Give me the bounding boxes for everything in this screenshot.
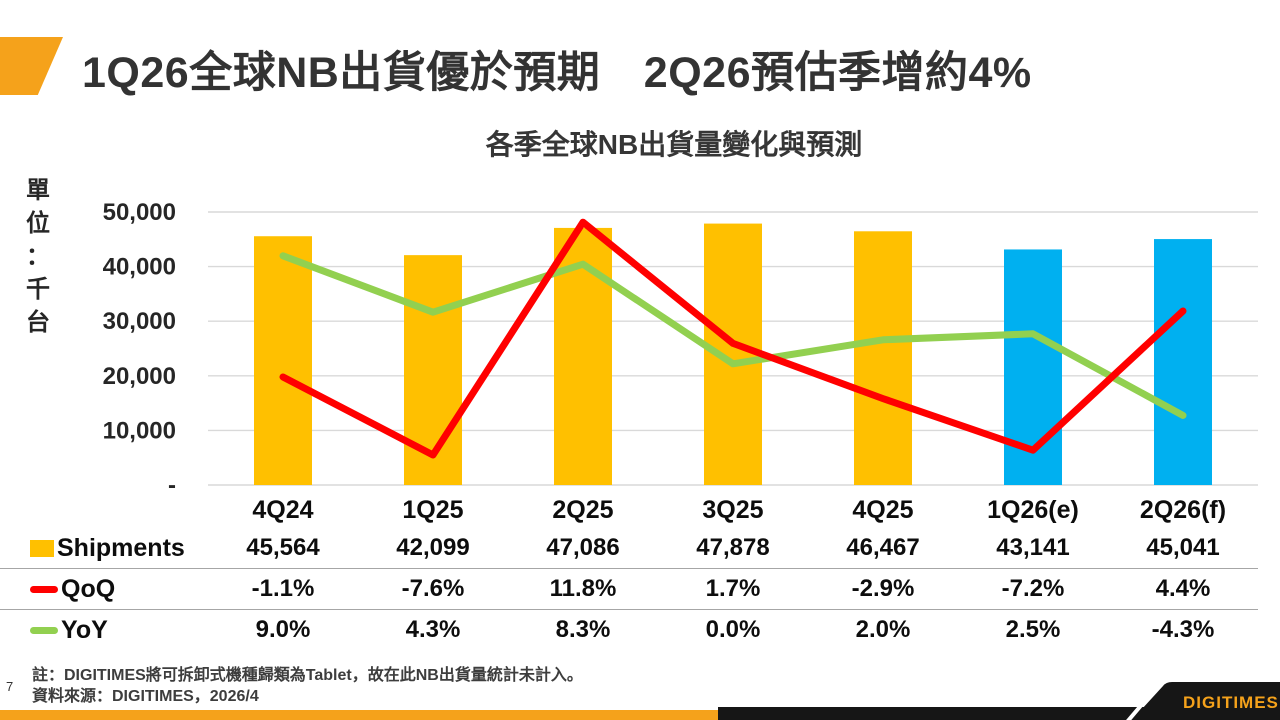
green-line-icon [30, 626, 58, 634]
cell-yoy-4Q24: 9.0% [255, 616, 311, 643]
table-row-yoy: YoY 9.0% 4.3% 8.3% 0.0% 2.0% 2.5% -4.3% [0, 609, 1258, 650]
x-label-3Q25: 3Q25 [702, 495, 764, 524]
logo-divider [1126, 681, 1162, 720]
cell-shipments-2Q26(f): 45,041 [1146, 534, 1220, 561]
legend-yoy: YoY [0, 616, 208, 645]
slide-title: 1Q26全球NB出貨優於預期 2Q26預估季增約4% [82, 49, 1032, 97]
bar-4Q25 [854, 231, 912, 485]
cell-yoy-1Q25: 4.3% [405, 616, 461, 643]
x-label-1Q25: 1Q25 [402, 495, 464, 524]
yoy-line [279, 252, 1187, 419]
cell-shipments-4Q25: 46,467 [846, 534, 920, 561]
data-table: 4Q24 1Q25 2Q25 3Q25 4Q25 1Q26(e) 2Q26(f) Shipme… [0, 492, 1258, 650]
page-number: 7 [6, 679, 14, 694]
logo-text: DIGITIMES [1183, 693, 1279, 712]
footnote-line2: 資料來源：DIGITIMES，2026/4 [32, 688, 259, 705]
cell-qoq-3Q25: 1.7% [705, 575, 761, 602]
legend-label: Shipments [57, 533, 185, 562]
bar-2Q26(f) [1154, 239, 1212, 485]
legend-shipments: Shipments [0, 534, 208, 563]
cell-yoy-4Q25: 2.0% [855, 616, 911, 643]
cell-qoq-2Q25: 11.8% [549, 575, 617, 602]
y-tick-40000: 40,000 [103, 254, 176, 281]
cell-yoy-2Q25: 8.3% [555, 616, 611, 643]
cell-shipments-4Q24: 45,564 [246, 534, 320, 561]
x-label-4Q24: 4Q24 [252, 495, 314, 524]
legend-label: YoY [61, 615, 108, 644]
cell-qoq-1Q26(e): -7.2% [1001, 575, 1065, 602]
table-row-shipments: Shipments 45,564 42,099 47,086 47,878 46,467 4… [0, 528, 1258, 568]
legend-label: QoQ [61, 574, 116, 603]
table-row-qoq: QoQ -1.1% -7.6% 11.8% 1.7% -2.9% -7.2% 4.4% [0, 568, 1258, 609]
cell-shipments-2Q25: 47,086 [546, 534, 620, 561]
footnotes: 註：DIGITIMES將可拆卸式機種歸類為Tablet，故在此NB出貨量統計未計… [32, 665, 583, 707]
red-line-icon [30, 585, 58, 593]
y-tick-10000: 10,000 [103, 417, 176, 444]
cell-shipments-1Q25: 42,099 [396, 534, 470, 561]
chart-title: 各季全球NB出貨量變化與預測 [485, 129, 863, 160]
legend-qoq: QoQ [0, 575, 208, 604]
x-label-2Q26(f): 2Q26(f) [1139, 495, 1227, 524]
bar-1Q26(e) [1004, 249, 1062, 485]
logo-shape [1132, 682, 1280, 720]
bar-1Q25 [404, 255, 462, 485]
cell-qoq-4Q24: -1.1% [251, 575, 315, 602]
digitimes-logo: DIGITIMES [1126, 681, 1280, 720]
cell-shipments-3Q25: 47,878 [696, 534, 770, 561]
cell-yoy-2Q26(f): -4.3% [1151, 616, 1215, 643]
y-axis-unit-label: 單位：千台 [26, 177, 50, 336]
x-label-4Q25: 4Q25 [852, 495, 914, 524]
qoq-line [279, 218, 1187, 459]
bottom-strip-orange [0, 710, 718, 720]
table-header-row: 4Q24 1Q25 2Q25 3Q25 4Q25 1Q26(e) 2Q26(f) [0, 492, 1258, 528]
footnote-line1: 註：DIGITIMES將可拆卸式機種歸類為Tablet，故在此NB出貨量統計未計… [32, 667, 583, 684]
cell-shipments-1Q26(e): 43,141 [996, 534, 1070, 561]
gold-square-icon [30, 539, 54, 557]
bar-4Q24 [254, 236, 312, 485]
cell-yoy-3Q25: 0.0% [705, 616, 761, 643]
x-label-1Q26(e): 1Q26(e) [987, 495, 1079, 524]
accent-parallelogram [0, 37, 63, 95]
bar-2Q25 [554, 227, 612, 485]
cell-qoq-4Q25: -2.9% [851, 575, 915, 602]
cell-yoy-1Q26(e): 2.5% [1005, 616, 1061, 643]
x-label-2Q25: 2Q25 [552, 495, 614, 524]
cell-qoq-1Q25: -7.6% [401, 575, 465, 602]
y-tick-20000: 20,000 [103, 363, 176, 390]
bar-3Q25 [704, 223, 762, 485]
y-tick-30000: 30,000 [103, 308, 176, 335]
y-tick-50000: 50,000 [103, 199, 176, 226]
cell-qoq-2Q26(f): 4.4% [1155, 575, 1211, 602]
